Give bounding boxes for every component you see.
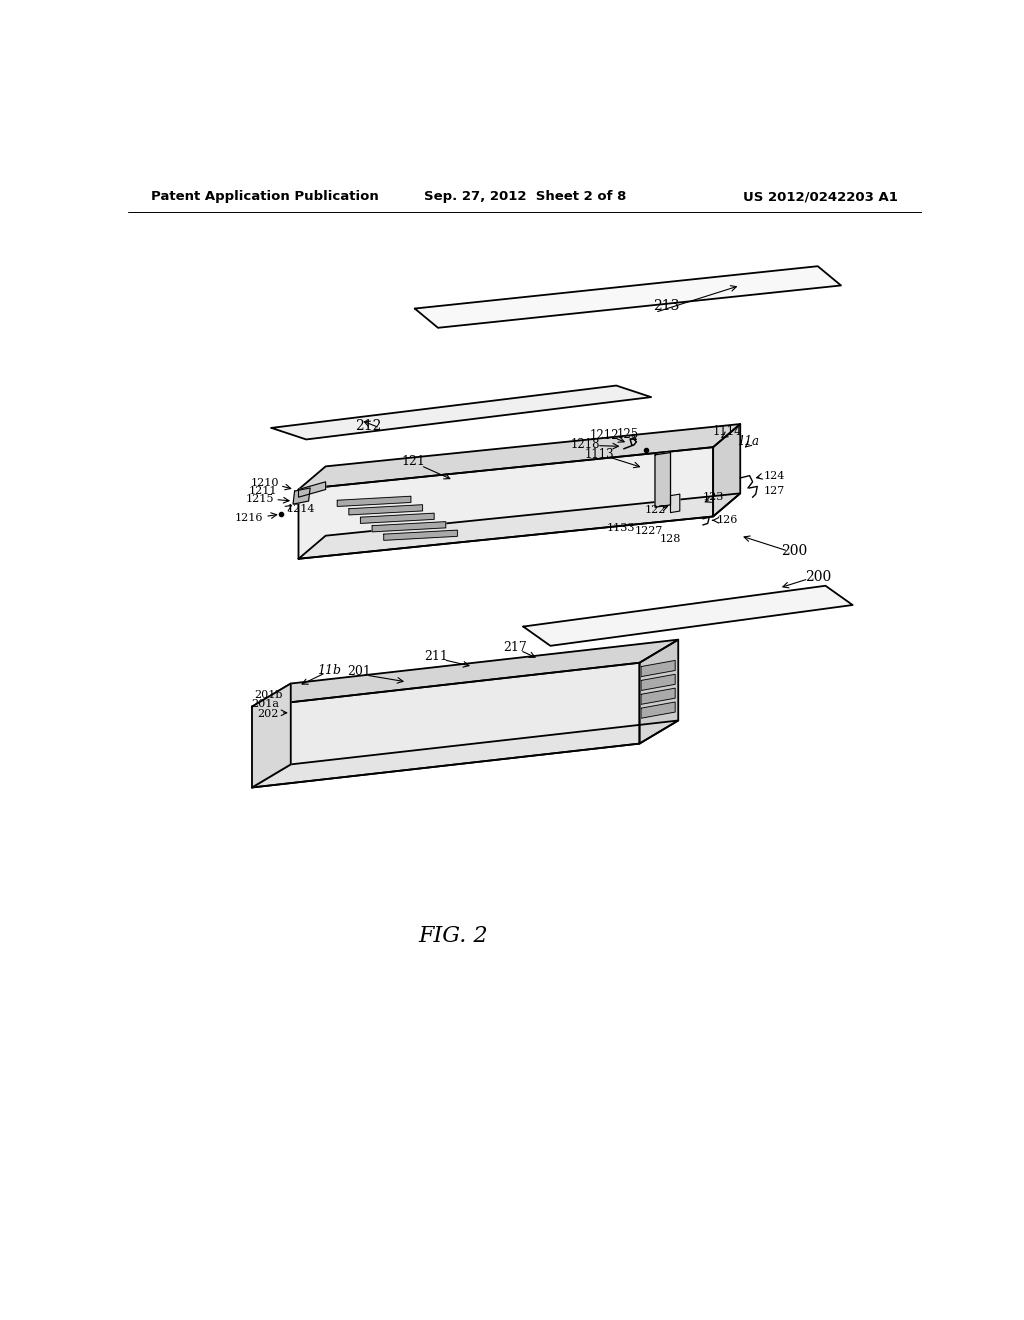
Text: Sep. 27, 2012  Sheet 2 of 8: Sep. 27, 2012 Sheet 2 of 8: [424, 190, 626, 203]
Text: 201: 201: [347, 665, 371, 678]
Polygon shape: [252, 640, 678, 706]
Text: FIG. 2: FIG. 2: [419, 925, 488, 948]
Text: 200: 200: [781, 544, 808, 558]
Text: 11a: 11a: [737, 436, 759, 449]
Text: 121: 121: [401, 454, 425, 467]
Polygon shape: [640, 640, 678, 743]
Text: 211: 211: [425, 649, 449, 663]
Polygon shape: [293, 488, 310, 504]
Text: 1113: 1113: [585, 447, 614, 461]
Polygon shape: [299, 494, 740, 558]
Polygon shape: [349, 504, 423, 515]
Polygon shape: [641, 675, 675, 690]
Polygon shape: [655, 453, 671, 507]
Text: 1211: 1211: [248, 486, 276, 496]
Polygon shape: [337, 496, 411, 507]
Polygon shape: [384, 531, 458, 540]
Text: 1214: 1214: [287, 504, 315, 513]
Text: 11b: 11b: [317, 664, 341, 677]
Text: 125: 125: [616, 428, 639, 441]
Text: 1215: 1215: [245, 494, 273, 504]
Polygon shape: [671, 494, 680, 512]
Polygon shape: [372, 521, 445, 532]
Polygon shape: [360, 513, 434, 524]
Polygon shape: [252, 684, 291, 788]
Polygon shape: [271, 385, 651, 440]
Text: 122: 122: [644, 504, 666, 515]
Text: 1216: 1216: [236, 513, 263, 523]
Text: 212: 212: [355, 420, 381, 433]
Text: 200: 200: [805, 570, 830, 585]
Polygon shape: [523, 586, 853, 645]
Text: 127: 127: [764, 486, 784, 496]
Text: 201a: 201a: [251, 698, 280, 709]
Polygon shape: [252, 721, 678, 788]
Polygon shape: [641, 702, 675, 718]
Text: 1133: 1133: [606, 523, 635, 533]
Polygon shape: [299, 447, 713, 558]
Text: 1114: 1114: [713, 425, 741, 438]
Text: 1212: 1212: [590, 429, 620, 442]
Polygon shape: [641, 660, 675, 677]
Polygon shape: [415, 267, 841, 327]
Text: 123: 123: [702, 492, 724, 502]
Text: 1227: 1227: [635, 527, 663, 536]
Text: 126: 126: [717, 515, 738, 525]
Text: 201b: 201b: [255, 690, 283, 700]
Text: US 2012/0242203 A1: US 2012/0242203 A1: [743, 190, 898, 203]
Polygon shape: [299, 424, 740, 490]
Polygon shape: [641, 688, 675, 705]
Text: 1218: 1218: [570, 438, 600, 451]
Text: Patent Application Publication: Patent Application Publication: [152, 190, 379, 203]
Polygon shape: [713, 424, 740, 516]
Text: 128: 128: [659, 533, 681, 544]
Text: 1210: 1210: [251, 478, 280, 488]
Text: 217: 217: [504, 640, 527, 653]
Text: 213: 213: [653, 300, 680, 313]
Text: 202: 202: [258, 709, 280, 719]
Text: 124: 124: [764, 471, 784, 480]
Polygon shape: [252, 663, 640, 788]
Polygon shape: [299, 482, 326, 498]
